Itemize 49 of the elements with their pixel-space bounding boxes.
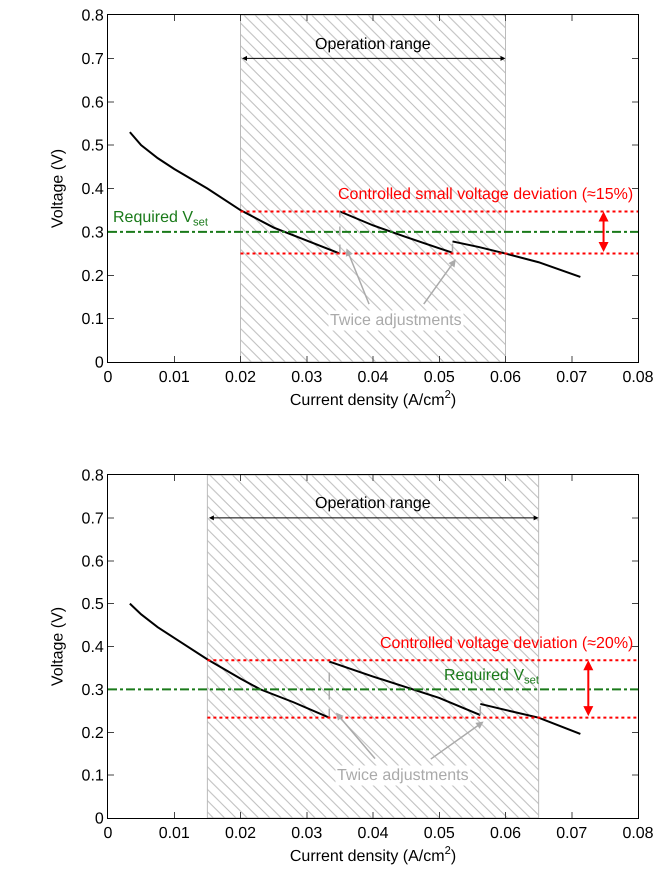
x-tick-label: 0.01 bbox=[158, 825, 190, 842]
y-axis-title: Voltage (V) bbox=[49, 148, 66, 228]
annotation: Twice adjustments bbox=[330, 312, 462, 329]
y-tick-label: 0.2 bbox=[82, 268, 104, 285]
y-tick-label: 0.8 bbox=[82, 8, 104, 25]
x-tick-label: 0.08 bbox=[622, 369, 654, 386]
annotation: Twice adjustments bbox=[337, 767, 469, 784]
y-tick-label: 0.2 bbox=[82, 724, 104, 742]
annotation: Controlled small voltage deviation (≈15%) bbox=[338, 186, 634, 203]
y-tick-label: 0.4 bbox=[82, 639, 104, 656]
x-tick-label: 0.05 bbox=[424, 369, 455, 386]
band-label: Operation range bbox=[315, 36, 431, 53]
y-tick-label: 0.8 bbox=[82, 468, 104, 485]
x-tick-label: 0.03 bbox=[291, 825, 322, 842]
ref-line-label: Required V$_{set}$ bbox=[113, 209, 209, 228]
y-tick-label: 0 bbox=[94, 810, 104, 828]
line-series bbox=[479, 702, 582, 735]
x-tick-label: 0.07 bbox=[556, 369, 588, 386]
x-axis-title: Current density (A/cm$^{2}$) bbox=[290, 845, 456, 865]
y-tick-label: 0 bbox=[94, 354, 104, 372]
x-tick-label: 0.07 bbox=[556, 825, 588, 842]
y-tick-label: 0.5 bbox=[82, 596, 104, 614]
y-tick-label: 0.7 bbox=[82, 510, 104, 528]
x-tick-label: 0.06 bbox=[490, 825, 522, 842]
ref-line-label: Required V$_{set}$ bbox=[444, 667, 540, 686]
x-tick-label: 0.06 bbox=[490, 369, 522, 386]
x-tick-label: 0.05 bbox=[424, 825, 455, 842]
y-tick-label: 0.1 bbox=[82, 768, 104, 785]
y-tick-label: 0.6 bbox=[82, 94, 104, 112]
line-series bbox=[452, 240, 582, 278]
x-tick-label: 0.02 bbox=[224, 825, 256, 842]
x-tick-label: 0.02 bbox=[224, 369, 256, 386]
y-tick-label: 0.4 bbox=[82, 181, 104, 198]
band-label: Operation range bbox=[315, 495, 431, 512]
y-tick-label: 0.3 bbox=[82, 224, 104, 242]
y-tick-label: 0.6 bbox=[82, 553, 104, 570]
y-tick-label: 0.7 bbox=[82, 50, 104, 68]
x-tick-label: 0.03 bbox=[291, 369, 322, 386]
x-tick-label: 0.04 bbox=[357, 369, 389, 386]
line-series bbox=[128, 602, 330, 719]
annotation: Controlled voltage deviation (≈20%) bbox=[380, 635, 634, 652]
x-tick-label: 0.08 bbox=[622, 825, 654, 842]
x-axis-title: Current density (A/cm$^{2}$) bbox=[290, 389, 456, 409]
y-tick-label: 0.1 bbox=[82, 311, 104, 328]
y-tick-label: 0.5 bbox=[82, 138, 104, 155]
x-tick-label: 0.04 bbox=[357, 825, 389, 842]
y-tick-label: 0.3 bbox=[82, 682, 104, 699]
x-tick-label: 0.01 bbox=[158, 369, 190, 386]
y-axis-title: Voltage (V) bbox=[49, 606, 66, 686]
